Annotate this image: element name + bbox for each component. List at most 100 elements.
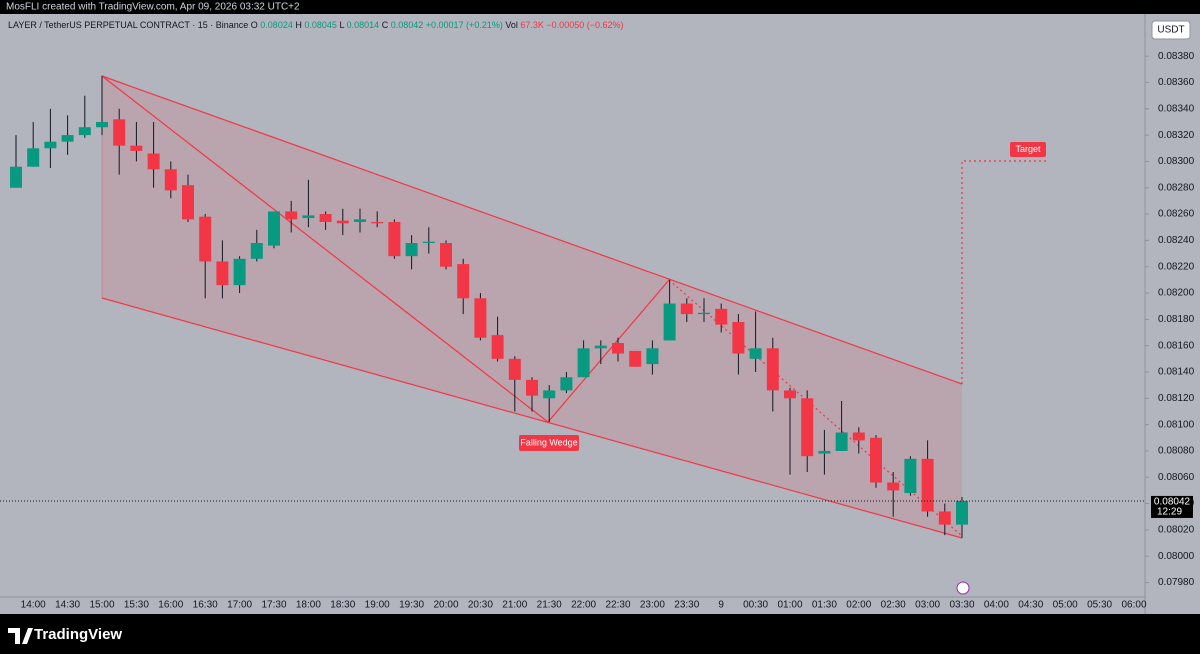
x-tick-label: 03:30 <box>949 600 974 611</box>
candle-body <box>96 121 108 128</box>
candle-body <box>801 398 814 457</box>
currency[interactable]: USDT <box>1157 25 1184 36</box>
x-tick-label: 22:30 <box>605 600 630 611</box>
candle-body <box>388 221 401 257</box>
y-tick-label: 0.08000 <box>1158 551 1195 562</box>
y-tick-label: 0.08140 <box>1158 367 1195 378</box>
candle-body <box>766 348 779 391</box>
candle-body <box>870 437 882 483</box>
ohlc-value: 0.08014 <box>347 20 380 30</box>
candle-body <box>646 348 659 365</box>
candle-body <box>27 148 40 167</box>
x-tick-label: 9 <box>718 600 724 611</box>
candle-body <box>319 214 332 222</box>
ohlc-prefix: H <box>295 20 302 30</box>
candle-body <box>336 220 349 224</box>
candle-body <box>663 303 676 341</box>
x-tick-label: 16:30 <box>193 600 218 611</box>
candle-body <box>199 216 212 262</box>
candle-body <box>835 432 848 451</box>
target-label-box <box>1010 142 1046 157</box>
x-tick-label: 01:30 <box>812 600 837 611</box>
y-tick-label: 0.08320 <box>1158 130 1195 141</box>
x-tick-label: 17:00 <box>227 600 252 611</box>
candle-body <box>422 241 435 244</box>
plot: 0.079800.080000.080200.080400.080600.080… <box>0 51 1195 611</box>
candle-body <box>698 312 710 315</box>
candle-body <box>61 135 74 142</box>
legend: LAYER / TetherUS PERPETUAL CONTRACT · 15… <box>8 20 623 30</box>
candle-body <box>594 345 607 349</box>
y-tick-label: 0.08120 <box>1158 393 1195 404</box>
x-tick-label: 02:00 <box>846 600 871 611</box>
wedge-label: Falling Wedge <box>520 437 577 447</box>
candle-body <box>904 458 917 494</box>
candle-body <box>457 264 470 299</box>
y-tick-label: 0.08080 <box>1158 446 1195 457</box>
wedge-lower <box>101 297 963 539</box>
volume: 67.3K <box>520 20 544 30</box>
x-tick-label: 16:00 <box>158 600 183 611</box>
wedge-fill <box>102 76 962 538</box>
y-tick-label: 0.08100 <box>1158 419 1195 430</box>
candle-body <box>577 348 590 378</box>
candle-body <box>526 379 538 396</box>
wedge-upper <box>101 75 963 385</box>
credit: MosFLI created with TradingView.com, Apr… <box>6 2 300 13</box>
candle-body <box>749 348 762 359</box>
candle-body <box>680 303 693 315</box>
candle-body <box>543 390 556 399</box>
x-tick-label: 06:00 <box>1121 600 1146 611</box>
currency-box[interactable] <box>1151 20 1191 40</box>
target-label: Target <box>1015 144 1041 154</box>
x-tick-label: 04:00 <box>984 600 1009 611</box>
candle-body <box>233 258 246 286</box>
ohlc-prefix: C <box>382 20 389 30</box>
candle-body <box>938 511 951 525</box>
chart-background <box>0 14 1200 614</box>
event-icon[interactable] <box>956 581 970 595</box>
y-tick-label: 0.08060 <box>1158 472 1195 483</box>
x-tick-label: 15:30 <box>124 600 149 611</box>
candle-body <box>44 141 57 149</box>
candle-body <box>491 335 504 359</box>
candle-body <box>852 432 865 441</box>
candle-body <box>560 377 573 391</box>
x-tick-label: 05:30 <box>1087 600 1112 611</box>
x-tick-label: 18:00 <box>296 600 321 611</box>
y-tick-label: 0.08340 <box>1158 103 1195 114</box>
x-tick-label: 18:30 <box>330 600 355 611</box>
x-tick-label: 20:30 <box>468 600 493 611</box>
candle-body <box>250 243 263 259</box>
change: +0.00017 (+0.21%) <box>426 20 503 30</box>
ohlc-value: 0.08045 <box>304 20 337 30</box>
candle-body <box>164 169 177 191</box>
symbol: LAYER / TetherUS PERPETUAL CONTRACT · 15… <box>8 20 248 30</box>
y-tick-label: 0.08280 <box>1158 182 1195 193</box>
bottom-bar <box>0 614 1200 654</box>
y-tick-label: 0.07980 <box>1158 577 1195 588</box>
x-tick-label: 14:00 <box>21 600 46 611</box>
y-tick-label: 0.08020 <box>1158 525 1195 536</box>
last-price: 0.08042 <box>1154 497 1191 508</box>
y-tick-label: 0.08360 <box>1158 77 1195 88</box>
candle-body <box>440 243 452 267</box>
x-tick-label: 03:00 <box>915 600 940 611</box>
candle-body <box>216 261 229 286</box>
x-tick-label: 21:00 <box>502 600 527 611</box>
candle-body <box>371 221 384 224</box>
brand: TradingView <box>34 626 122 643</box>
y-tick-label: 0.08220 <box>1158 261 1195 272</box>
countdown: 12:29 <box>1157 507 1182 518</box>
ohlc-prefix: L <box>339 20 344 30</box>
candle-body <box>10 166 22 188</box>
x-tick-label: 04:30 <box>1018 600 1043 611</box>
x-tick-label: 19:30 <box>399 600 424 611</box>
x-tick-label: 23:00 <box>640 600 665 611</box>
volume-label: Vol <box>505 20 518 30</box>
ohlc-prefix: O <box>251 20 258 30</box>
candle-body <box>887 482 900 491</box>
volume-change: −0.00050 (−0.62%) <box>546 20 623 30</box>
